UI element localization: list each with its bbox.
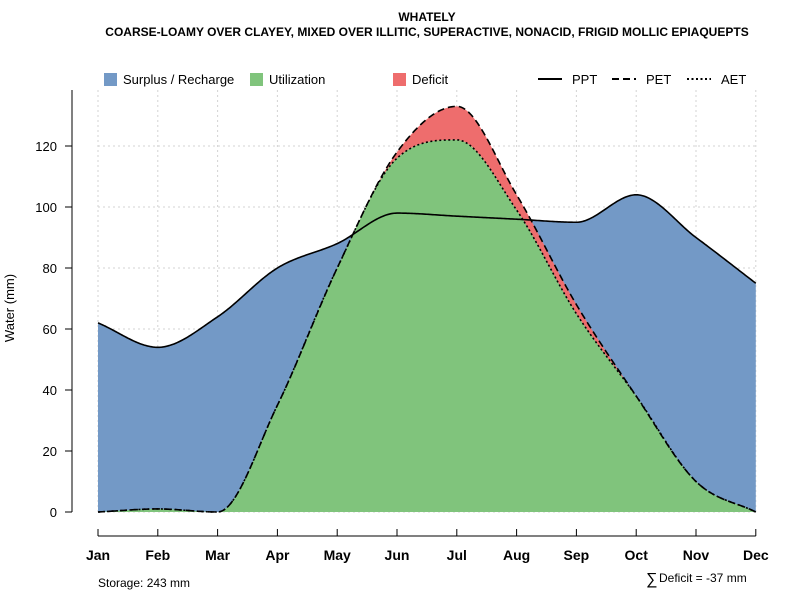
- y-tick-label: 40: [43, 383, 57, 398]
- y-tick-label: 60: [43, 322, 57, 337]
- x-tick-label-oct: Oct: [625, 547, 649, 563]
- x-tick-label-aug: Aug: [503, 547, 530, 563]
- x-tick-label-dec: Dec: [743, 547, 769, 563]
- x-tick-label-jan: Jan: [86, 547, 110, 563]
- y-tick-label: 100: [35, 200, 57, 215]
- y-tick-label: 0: [50, 505, 57, 520]
- x-tick-label-feb: Feb: [145, 547, 170, 563]
- x-tick-label-apr: Apr: [265, 547, 290, 563]
- x-tick-label-may: May: [324, 547, 351, 563]
- y-axis-label: Water (mm): [2, 274, 17, 342]
- legend-label-ppt: PPT: [572, 72, 597, 87]
- legend-swatch-deficit: [393, 73, 406, 86]
- legend-label-surplus-recharge: Surplus / Recharge: [123, 72, 234, 87]
- area-fills: [98, 106, 756, 513]
- legend-label-deficit: Deficit: [412, 72, 449, 87]
- x-tick-label-sep: Sep: [564, 547, 590, 563]
- x-tick-label-jul: Jul: [447, 547, 467, 563]
- chart-subtitle: COARSE-LOAMY OVER CLAYEY, MIXED OVER ILL…: [105, 25, 748, 39]
- deficit-annotation: Deficit = -37 mm: [659, 571, 747, 585]
- storage-annotation: Storage: 243 mm: [98, 576, 190, 590]
- chart-title: WHATELY: [398, 10, 455, 24]
- x-tick-label-mar: Mar: [205, 547, 230, 563]
- legend-label-pet: PET: [646, 72, 671, 87]
- x-tick-label-jun: Jun: [385, 547, 410, 563]
- aet-line: [97, 139, 757, 513]
- legend-label-utilization: Utilization: [269, 72, 325, 87]
- y-tick-label: 20: [43, 444, 57, 459]
- axes: 0 20 40 60 80 100 120 Jan Feb Mar Apr May Jun Jul Aug S…: [35, 90, 769, 563]
- legend-swatch-utilization: [250, 73, 263, 86]
- y-tick-label: 120: [35, 139, 57, 154]
- legend-swatch-surplus-recharge: [104, 73, 117, 86]
- y-tick-label: 80: [43, 261, 57, 276]
- legend-label-aet: AET: [721, 72, 746, 87]
- series-lines: [97, 105, 757, 513]
- x-tick-label-nov: Nov: [683, 547, 710, 563]
- utilization-area: [98, 139, 756, 512]
- legend: Surplus / Recharge Utilization Deficit PPT P…: [104, 72, 746, 87]
- ppt-line: [97, 193, 757, 349]
- deficit-sum-icon: ∑: [646, 571, 657, 588]
